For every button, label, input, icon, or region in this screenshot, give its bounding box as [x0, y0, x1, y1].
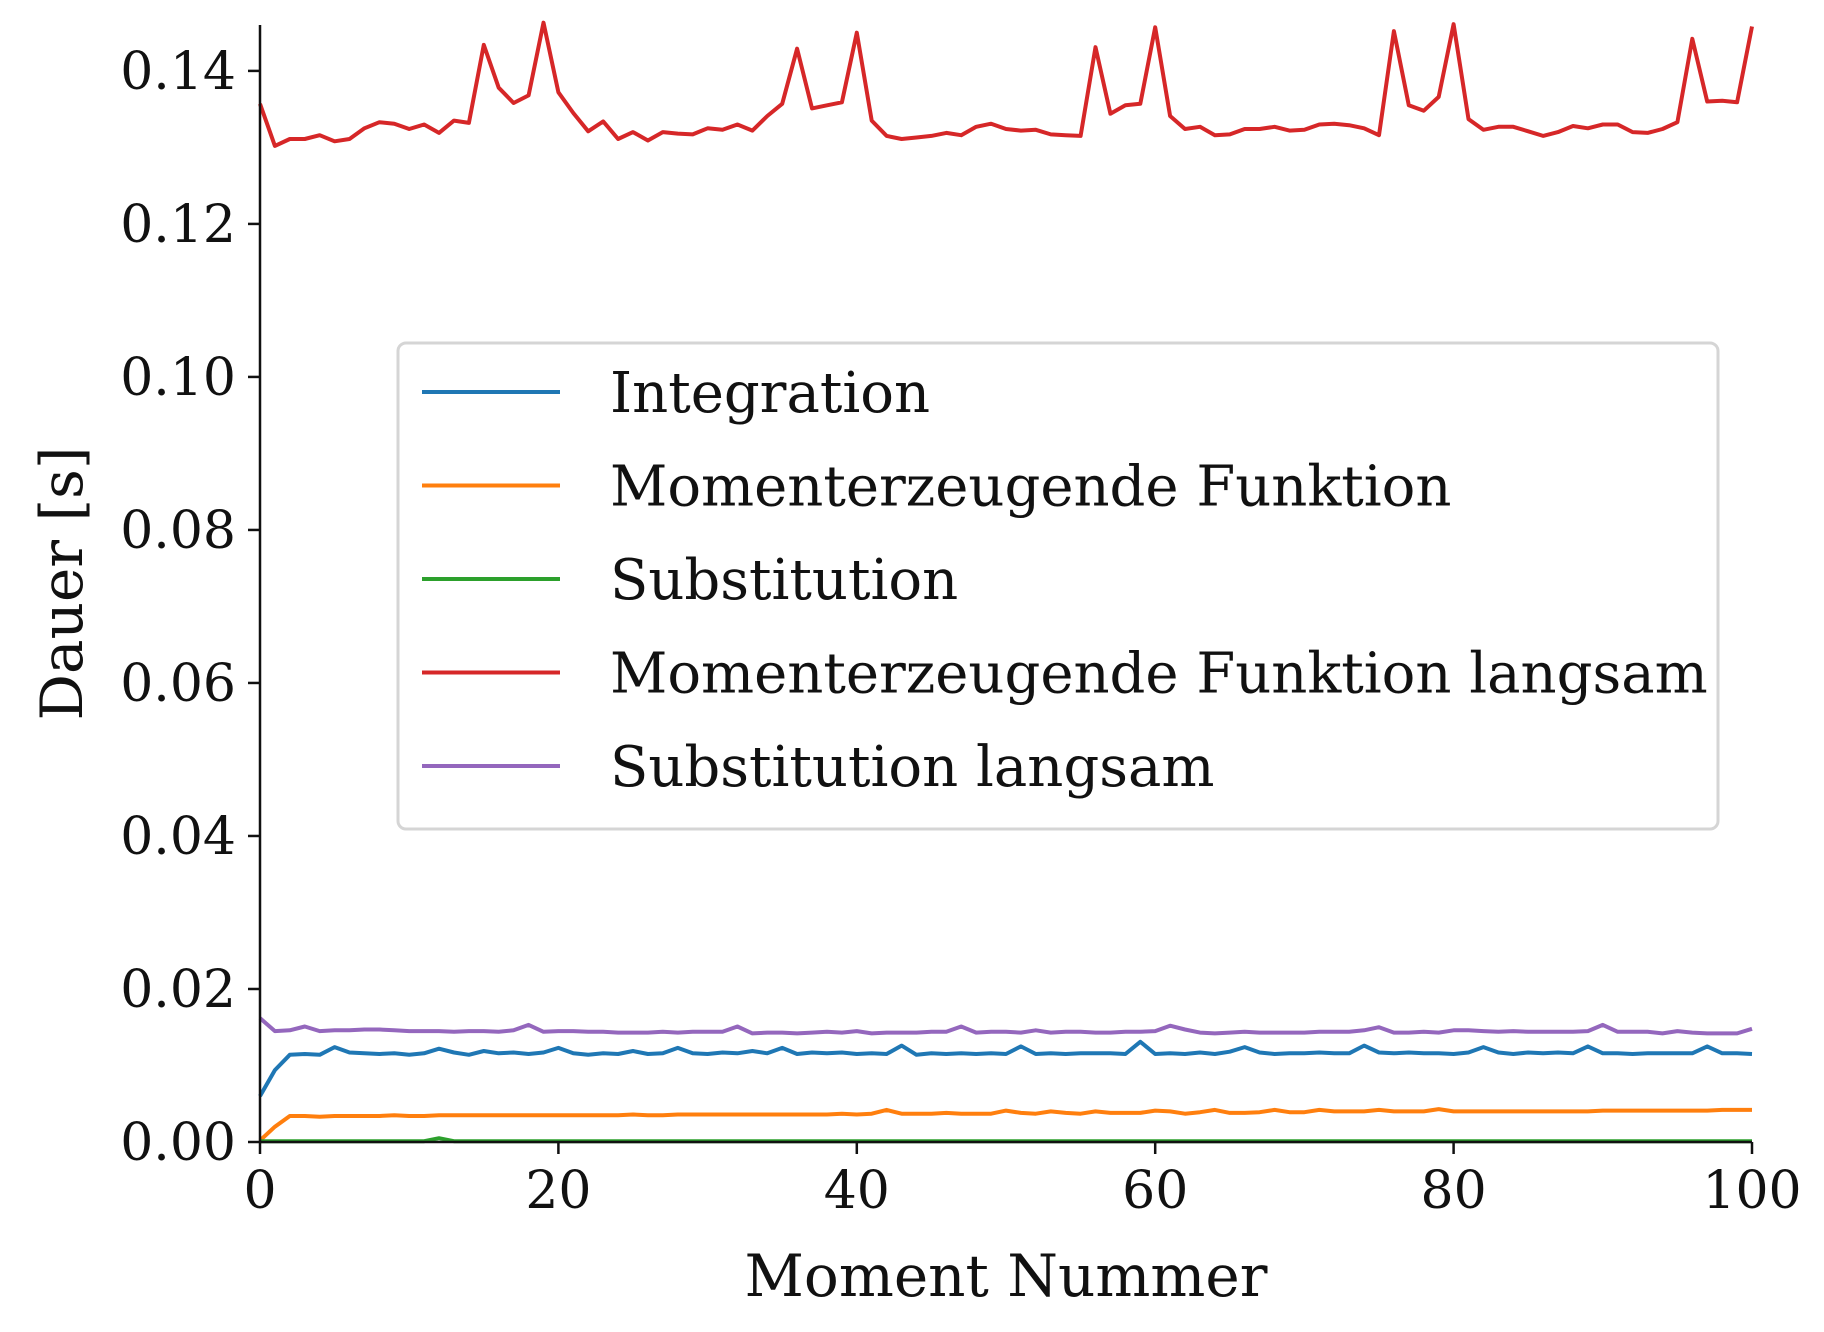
legend-label: Integration [610, 361, 930, 426]
x-tick-label: 0 [243, 1161, 276, 1221]
legend-box [396, 341, 1720, 831]
x-tick-label: 40 [824, 1161, 890, 1221]
x-tick-label: 60 [1122, 1161, 1188, 1221]
series-line-0 [258, 1039, 1753, 1098]
legend: Integration Momenterzeugende Funktion Subs… [396, 341, 1720, 831]
series-line-3 [258, 20, 1754, 148]
x-tick-label: 80 [1421, 1161, 1487, 1221]
series-line-1 [258, 1107, 1752, 1142]
x-tick-label: 20 [525, 1161, 591, 1221]
axes: 0 20 40 60 80 100 0.00 0.02 0.04 0.06 0.08 0.10 0.1… [28, 25, 1802, 1310]
y-tick-label: 0.06 [120, 654, 236, 714]
legend-items: Integration Momenterzeugende Funktion Subs… [422, 361, 1708, 800]
y-tick-label: 0.04 [120, 807, 236, 867]
y-tick-label: 0.00 [120, 1113, 236, 1173]
y-tick-label: 0.10 [120, 348, 236, 408]
x-ticks: 0 20 40 60 80 100 [243, 1142, 1802, 1221]
series-line-4 [258, 1016, 1753, 1036]
y-tick-label: 0.02 [120, 960, 236, 1020]
legend-label: Momenterzeugende Funktion langsam [610, 642, 1708, 707]
legend-label: Substitution [610, 548, 958, 613]
y-tick-label: 0.08 [120, 501, 236, 561]
legend-label: Momenterzeugende Funktion [610, 455, 1451, 520]
x-axis-title: Moment Nummer [745, 1242, 1268, 1310]
y-tick-label: 0.14 [120, 42, 236, 102]
y-tick-label: 0.12 [120, 195, 236, 255]
legend-label: Substitution langsam [610, 735, 1214, 800]
y-ticks: 0.00 0.02 0.04 0.06 0.08 0.10 0.12 0.14 [120, 42, 260, 1173]
y-axis-title: Dauer [s] [28, 447, 96, 721]
x-tick-label: 100 [1702, 1161, 1801, 1221]
